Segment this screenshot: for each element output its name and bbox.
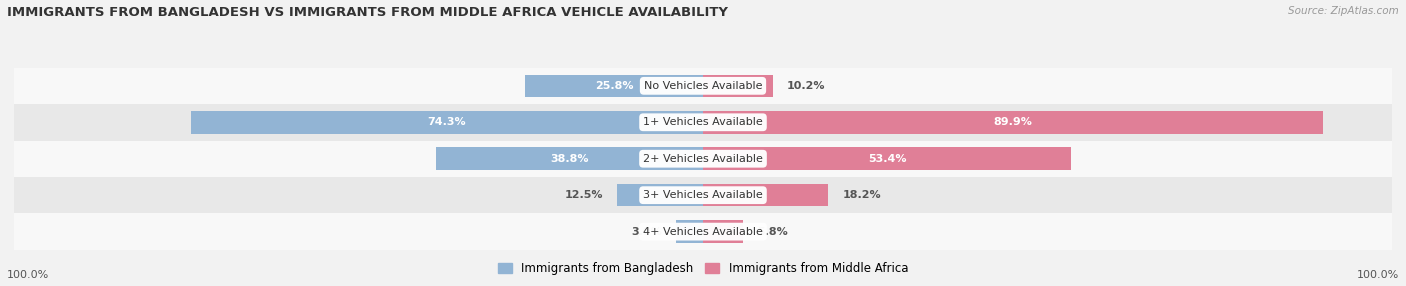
Bar xyxy=(14,67,1392,104)
Bar xyxy=(14,213,1392,250)
Bar xyxy=(703,75,773,97)
Bar xyxy=(14,104,1392,140)
Text: 53.4%: 53.4% xyxy=(868,154,907,164)
Bar xyxy=(703,147,1071,170)
Legend: Immigrants from Bangladesh, Immigrants from Middle Africa: Immigrants from Bangladesh, Immigrants f… xyxy=(494,258,912,280)
Text: No Vehicles Available: No Vehicles Available xyxy=(644,81,762,91)
Text: 89.9%: 89.9% xyxy=(994,117,1032,127)
Text: 25.8%: 25.8% xyxy=(595,81,633,91)
Text: 38.8%: 38.8% xyxy=(550,154,589,164)
Text: 5.8%: 5.8% xyxy=(756,227,787,237)
Bar xyxy=(191,111,703,134)
Bar xyxy=(703,220,742,243)
Bar xyxy=(703,184,828,206)
Text: 12.5%: 12.5% xyxy=(565,190,603,200)
Bar xyxy=(14,140,1392,177)
Text: 1+ Vehicles Available: 1+ Vehicles Available xyxy=(643,117,763,127)
Text: 100.0%: 100.0% xyxy=(1357,270,1399,280)
Bar xyxy=(526,75,703,97)
Bar xyxy=(703,111,1323,134)
Text: 3+ Vehicles Available: 3+ Vehicles Available xyxy=(643,190,763,200)
Text: 100.0%: 100.0% xyxy=(7,270,49,280)
Bar xyxy=(676,220,703,243)
Text: 74.3%: 74.3% xyxy=(427,117,467,127)
Text: Source: ZipAtlas.com: Source: ZipAtlas.com xyxy=(1288,6,1399,16)
Text: 2+ Vehicles Available: 2+ Vehicles Available xyxy=(643,154,763,164)
Text: 18.2%: 18.2% xyxy=(842,190,880,200)
Bar xyxy=(14,177,1392,213)
Text: 4+ Vehicles Available: 4+ Vehicles Available xyxy=(643,227,763,237)
Text: 3.9%: 3.9% xyxy=(631,227,662,237)
Text: IMMIGRANTS FROM BANGLADESH VS IMMIGRANTS FROM MIDDLE AFRICA VEHICLE AVAILABILITY: IMMIGRANTS FROM BANGLADESH VS IMMIGRANTS… xyxy=(7,6,728,19)
Bar xyxy=(436,147,703,170)
Bar xyxy=(617,184,703,206)
Text: 10.2%: 10.2% xyxy=(787,81,825,91)
